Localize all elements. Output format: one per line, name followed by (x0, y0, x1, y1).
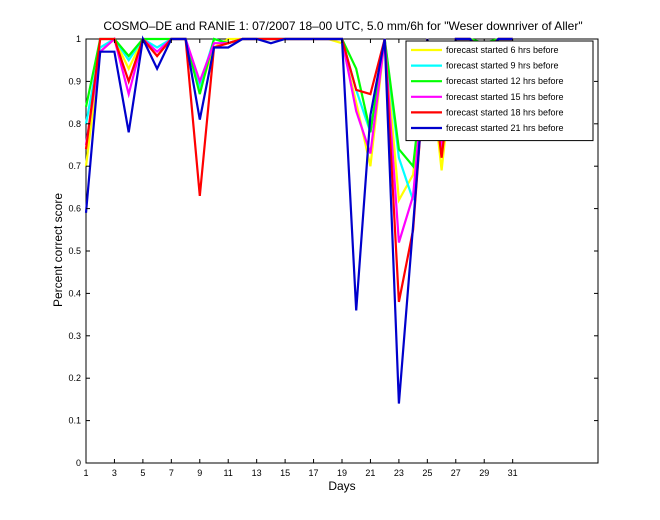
x-tick-label: 9 (197, 468, 202, 478)
legend-entry-4: forecast started 15 hrs before (446, 92, 564, 102)
legend-entry-2: forecast started 9 hrs before (446, 61, 559, 71)
x-tick-label: 23 (394, 468, 404, 478)
x-tick-label: 13 (252, 468, 262, 478)
y-tick-label: 0.3 (68, 331, 81, 341)
x-tick-label: 21 (365, 468, 375, 478)
x-tick-label: 5 (140, 468, 145, 478)
x-axis: 1 3 5 7 9 11 13 15 17 19 21 23 25 27 29 31 (83, 39, 518, 478)
x-tick-label: 11 (224, 468, 233, 478)
x-tick-label: 3 (112, 468, 117, 478)
y-tick-label: 0.2 (68, 373, 81, 383)
x-tick-label: 7 (169, 468, 174, 478)
y-axis-label: Percent correct score (51, 193, 65, 307)
x-tick-label: 25 (422, 468, 432, 478)
y-axis: 0 0.1 0.2 0.3 0.4 0.5 0.6 0.7 0.8 0.9 1 (68, 34, 598, 468)
x-tick-label: 19 (337, 468, 347, 478)
x-tick-label: 27 (451, 468, 461, 478)
x-tick-label: 1 (83, 468, 88, 478)
legend-entry-6: forecast started 21 hrs before (446, 123, 564, 133)
y-tick-label: 0.8 (68, 119, 81, 129)
y-tick-label: 0.7 (68, 161, 81, 171)
chart-title: COSMO–DE and RANIE 1: 07/2007 18–00 UTC,… (103, 19, 582, 33)
y-tick-label: 0.5 (68, 246, 81, 256)
y-tick-label: 0.4 (68, 288, 81, 298)
y-tick-label: 0.9 (68, 76, 81, 86)
y-tick-label: 0.6 (68, 204, 81, 214)
x-tick-label: 15 (280, 468, 290, 478)
legend-entry-1: forecast started 6 hrs before (446, 45, 559, 55)
x-tick-label: 31 (508, 468, 518, 478)
y-tick-label: 1 (76, 34, 81, 44)
y-tick-label: 0.1 (68, 416, 81, 426)
legend-box (405, 40, 594, 142)
y-tick-label: 0 (76, 458, 81, 468)
legend: forecast started 6 hrs before forecast st… (405, 40, 594, 142)
x-tick-label: 29 (479, 468, 489, 478)
legend-entry-3: forecast started 12 hrs before (446, 76, 564, 86)
x-tick-label: 17 (309, 468, 319, 478)
legend-entry-5: forecast started 18 hrs before (446, 107, 564, 117)
x-axis-label: Days (328, 479, 355, 493)
